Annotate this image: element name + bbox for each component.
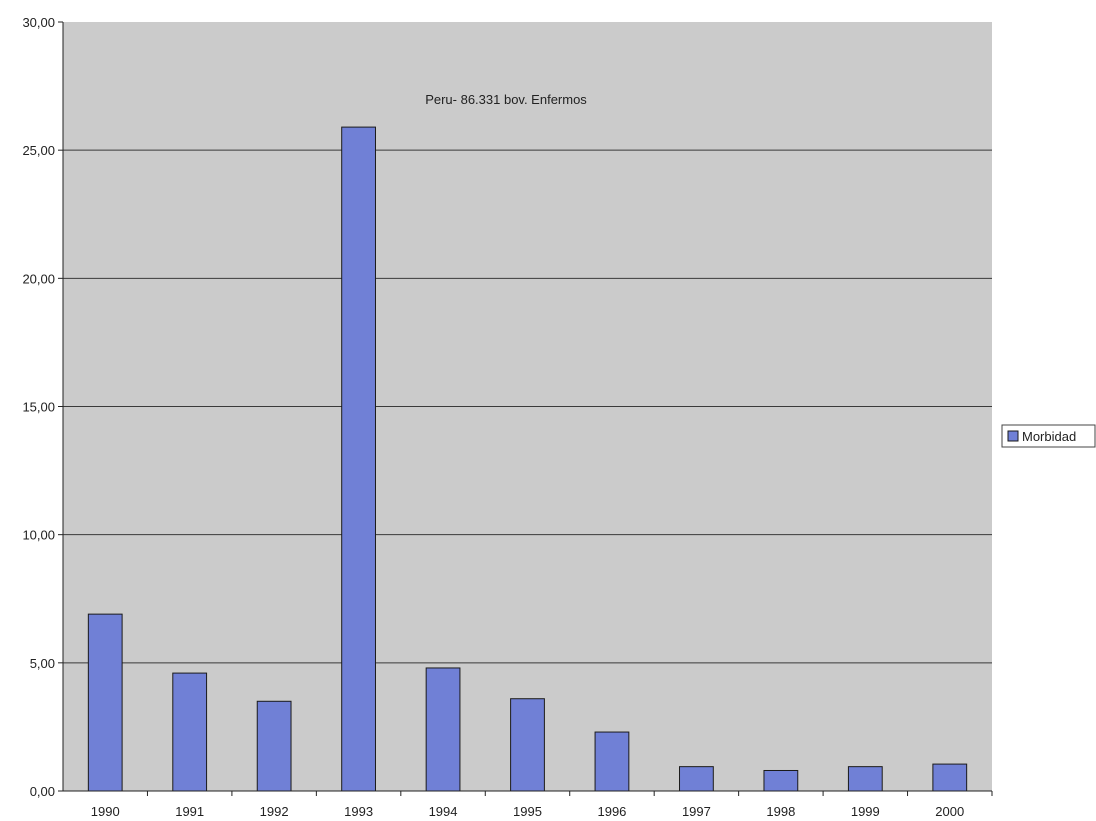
y-tick-label: 20,00: [22, 271, 55, 286]
legend-box: [1001, 424, 1096, 448]
bar-1995: [510, 698, 545, 792]
bar-1991: [172, 672, 208, 792]
axes: [58, 21, 993, 796]
bar-2000: [932, 763, 968, 792]
x-tick-label: 1991: [175, 804, 204, 819]
bar-1999: [847, 766, 883, 792]
bar-1996: [594, 731, 630, 792]
x-tick-label: 1997: [682, 804, 711, 819]
y-tick-label: 0,00: [30, 784, 55, 799]
y-tick-label: 10,00: [22, 528, 55, 543]
legend-swatch-morbidad: [1007, 430, 1019, 442]
bar-1993: [341, 126, 376, 792]
y-tick-label: 25,00: [22, 143, 55, 158]
gridlines: [63, 149, 992, 664]
y-tick-labels: 0,00 5,00 10,00 15,00 20,00 25,00 30,00: [22, 15, 55, 799]
x-tick-label: 1990: [91, 804, 120, 819]
bars: [87, 126, 968, 792]
x-tick-label: 1996: [597, 804, 626, 819]
y-tick-label: 15,00: [22, 400, 55, 415]
bar-1992: [256, 700, 292, 792]
x-tick-labels: 1990 1991 1992 1993 1994 1995 1996 1997 1998 1999…: [91, 804, 964, 819]
x-tick-label: 1992: [260, 804, 289, 819]
x-tick-label: 1994: [429, 804, 458, 819]
legend-label-morbidad: Morbidad: [1022, 429, 1076, 444]
legend: Morbidad: [1001, 424, 1096, 448]
x-tick-label: 1998: [766, 804, 795, 819]
bar-1997: [679, 766, 714, 792]
bar-1998: [763, 769, 799, 792]
x-tick-label: 2000: [935, 804, 964, 819]
bar-1990: [87, 613, 123, 792]
bar-1994: [425, 667, 461, 792]
x-tick-label: 1993: [344, 804, 373, 819]
chart-title: Peru- 86.331 bov. Enfermos: [425, 92, 587, 107]
x-tick-label: 1995: [513, 804, 542, 819]
y-tick-label: 5,00: [30, 656, 55, 671]
x-tick-label: 1999: [851, 804, 880, 819]
y-tick-label: 30,00: [22, 15, 55, 30]
